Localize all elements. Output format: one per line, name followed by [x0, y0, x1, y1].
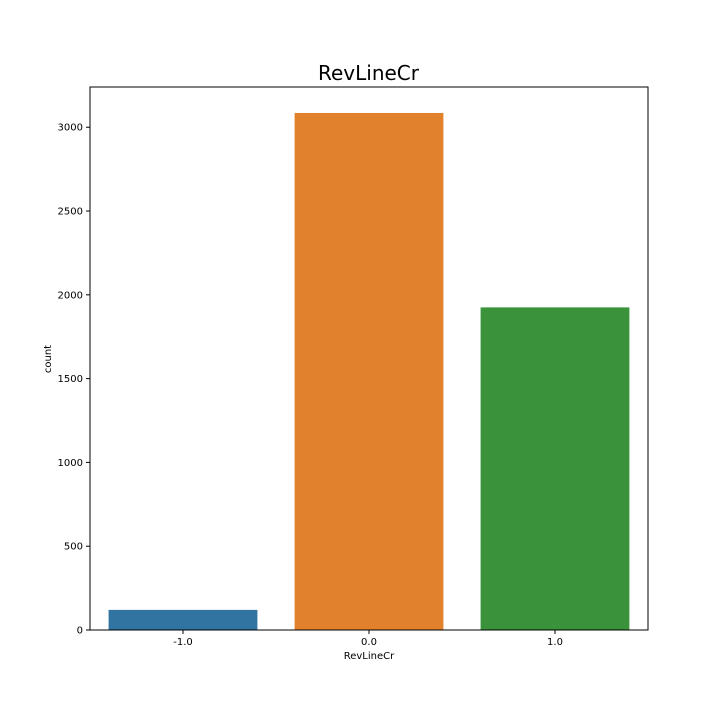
- y-tick-label: 0: [77, 626, 83, 637]
- bars-group: [108, 112, 630, 630]
- x-axis-title: RevLineCr: [344, 651, 395, 662]
- bar-0.0: [294, 112, 444, 630]
- x-tick-label: 0.0: [361, 637, 377, 648]
- y-axis-title: count: [43, 345, 54, 373]
- y-axis: 0 500 1000 1500 2000 2500 3000: [58, 123, 90, 637]
- x-tick-label: -1.0: [173, 637, 193, 648]
- x-axis: -1.0 0.0 1.0: [173, 630, 563, 648]
- y-tick-label: 2500: [58, 207, 83, 218]
- bar-1.0: [480, 307, 630, 630]
- x-tick-label: 1.0: [547, 637, 563, 648]
- y-tick-label: 1500: [58, 374, 83, 385]
- y-tick-label: 500: [64, 542, 83, 553]
- y-tick-label: 3000: [58, 123, 83, 134]
- chart-title: RevLineCr: [318, 61, 420, 85]
- y-tick-label: 2000: [58, 290, 83, 301]
- y-tick-label: 1000: [58, 458, 83, 469]
- bar--1.0: [108, 609, 258, 630]
